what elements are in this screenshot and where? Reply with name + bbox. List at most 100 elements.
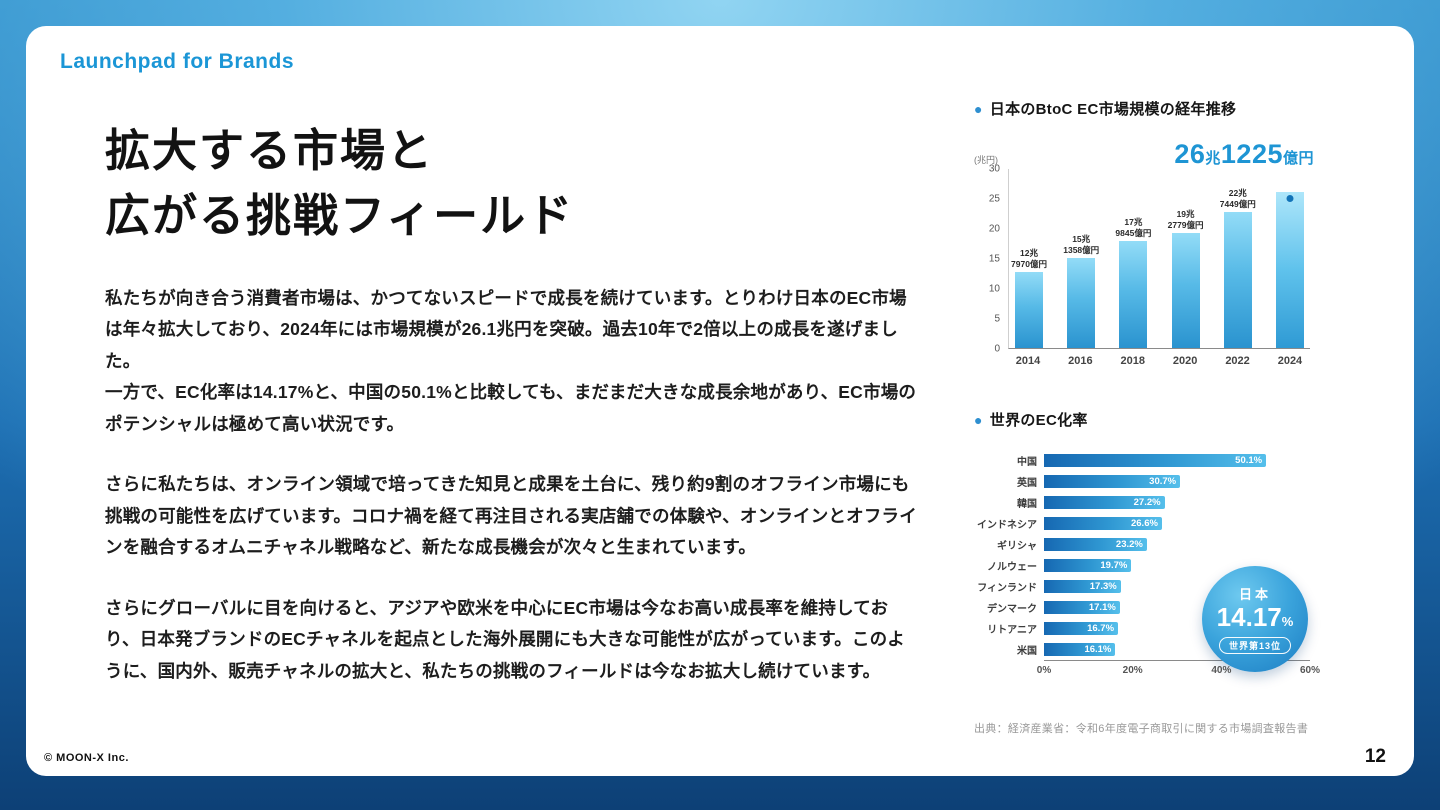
country-value: 26.6% — [1130, 518, 1158, 529]
country-row: 中国 50.1% — [974, 450, 1310, 471]
ec-market-chart-body: (兆円) 0 5 10 15 20 25 30 26兆1225億円 12兆 7970億円 15兆… — [974, 139, 1313, 367]
source-note: 出典：経済産業省：令和6年度電子商取引に関する市場調査報告書 — [974, 723, 1309, 735]
bar-value-line: 7970億円 — [1011, 258, 1047, 269]
bar-track: 19.7% — [1044, 559, 1310, 572]
bar — [1119, 240, 1148, 348]
x-category-label: 2022 — [1225, 355, 1250, 367]
highlight-dot — [1286, 195, 1294, 203]
y-tick-label: 30 — [988, 163, 1000, 175]
world-ec-chart-title: ● 世界のEC化率 — [974, 409, 1310, 430]
japan-badge-value: 14.17% — [1217, 602, 1294, 633]
country-row: ギリシャ 23.2% — [974, 534, 1310, 555]
bar-track: 23.2% — [1044, 538, 1310, 551]
country-label: ノルウェー — [987, 562, 1037, 573]
world-ec-chart: ● 世界のEC化率 日本 14.17% 世界第13位 中国 50.1% 英国 30.7… — [974, 409, 1320, 736]
bullet-icon: ● — [974, 100, 983, 117]
bar-value-line: 12兆 — [1020, 247, 1038, 258]
bar-track: 16.7% — [1044, 622, 1310, 635]
bar-value-line: 15兆 — [1072, 233, 1091, 244]
world-xticks: 0% 20% 40% 60% — [1037, 665, 1320, 680]
country-value: 23.2% — [1115, 539, 1143, 550]
bar-value-label: 22兆 7449億円 — [1220, 188, 1256, 210]
bar-value-line: 19兆 — [1176, 208, 1195, 219]
country-label: リトアニア — [987, 625, 1037, 636]
country-value: 17.1% — [1088, 602, 1116, 613]
bar-value-label: 12兆 7970億円 — [1011, 248, 1047, 270]
country-value: 16.1% — [1084, 644, 1112, 655]
country-row: 韓国 27.2% — [974, 492, 1310, 513]
x-category-label: 2020 — [1172, 355, 1198, 367]
body-paragraph: 私たちが向き合う消費者市場は、かつてないスピードで成長を続けています。とりわけ日… — [105, 287, 917, 434]
bar-value-label: 15兆 1358億円 — [1063, 234, 1099, 256]
ec-bars: 26兆1225億円 12兆 7970億円 15兆 1358億円 17兆 9845億円 19兆… — [1008, 139, 1313, 349]
country-bar: 50.1% — [1044, 454, 1267, 467]
slide-card: Launchpad for Brands 拡大する市場と 広がる挑戦フィールド … — [26, 26, 1414, 776]
bar-cell: 17兆 9845億円 — [1115, 169, 1151, 348]
main-content-column: 拡大する市場と 広がる挑戦フィールド 私たちが向き合う消費者市場は、かつてないス… — [105, 118, 920, 687]
body-paragraph: さらにグローバルに目を向けると、アジアや欧米を中心にEC市場は今なお高い成長率を… — [105, 597, 906, 681]
highlight-num-2: 1225 — [1220, 139, 1283, 169]
highlight-unit-2: 億円 — [1282, 150, 1314, 167]
japan-badge-label: 日本 — [1238, 587, 1271, 603]
country-label: フィンランド — [977, 583, 1037, 594]
bar-track: 17.3% — [1044, 580, 1310, 593]
bar-value-label: 17兆 9845億円 — [1115, 217, 1151, 239]
x-category-label: 2014 — [1015, 355, 1041, 367]
ec-market-chart-title: ● 日本のBtoC EC市場規模の経年推移 — [974, 98, 1310, 119]
bar-value-line: 7449億円 — [1219, 199, 1256, 210]
bar — [1223, 212, 1252, 348]
ec-yaxis: 0 5 10 15 20 25 30 — [974, 164, 1008, 355]
bar-value-label: 19兆 2779億円 — [1168, 209, 1204, 231]
ec-market-chart: ● 日本のBtoC EC市場規模の経年推移 (兆円) 0 5 10 15 20 25 30 … — [974, 98, 1313, 367]
x-category-label: 2016 — [1068, 355, 1093, 367]
country-value: 17.3% — [1089, 581, 1117, 592]
world-rows: 日本 14.17% 世界第13位 中国 50.1% 英国 30.7% 韓国 27.2% イン… — [974, 450, 1310, 672]
x-tick-label: 0% — [1036, 665, 1052, 676]
x-category-label: 2024 — [1277, 355, 1303, 367]
x-tick-label: 20% — [1122, 665, 1143, 676]
ec-market-chart-title-text: 日本のBtoC EC市場規模の経年推移 — [989, 101, 1237, 118]
y-tick-label: 10 — [988, 283, 1000, 295]
country-value: 50.1% — [1235, 455, 1263, 466]
japan-badge-unit: % — [1281, 614, 1294, 630]
country-bar: 30.7% — [1044, 475, 1181, 488]
page-title-line-1: 拡大する市場と — [105, 125, 435, 176]
bar — [1275, 192, 1304, 348]
highlight-unit-1: 兆 — [1205, 150, 1221, 167]
body-copy: 私たちが向き合う消費者市場は、かつてないスピードで成長を続けています。とりわけ日… — [105, 283, 920, 688]
country-label: インドネシア — [977, 520, 1037, 531]
country-row: フィンランド 17.3% — [974, 576, 1310, 597]
y-tick-label: 0 — [994, 343, 1000, 355]
country-value: 27.2% — [1133, 497, 1161, 508]
brand-logo-text: Launchpad for Brands — [60, 50, 295, 73]
bar-value-line: 22兆 — [1228, 188, 1247, 199]
country-row: 米国 16.1% — [974, 639, 1310, 660]
country-row: リトアニア 16.7% — [974, 618, 1310, 639]
country-value: 19.7% — [1100, 560, 1128, 571]
bar — [1171, 232, 1200, 348]
japan-badge: 日本 14.17% 世界第13位 — [1202, 566, 1308, 672]
bar-cell: 22兆 7449億円 — [1220, 169, 1256, 348]
japan-badge-rank: 世界第13位 — [1218, 636, 1291, 654]
bar-track: 17.1% — [1044, 601, 1310, 614]
country-row: インドネシア 26.6% — [974, 513, 1310, 534]
bar-cell — [1275, 169, 1305, 348]
country-label: 米国 — [1017, 646, 1037, 657]
y-tick-label: 20 — [988, 223, 1000, 235]
bar — [1015, 271, 1043, 348]
country-bar: 23.2% — [1044, 538, 1147, 551]
copyright: © MOON-X Inc. — [44, 752, 129, 764]
page-title-line-2: 広がる挑戦フィールド — [105, 190, 575, 242]
x-axis-line — [1044, 660, 1310, 661]
ec-categories: 2014 2016 2018 2020 2022 2024 — [1008, 355, 1310, 367]
country-bar: 26.6% — [1044, 517, 1162, 530]
bar-cell: 12兆 7970億円 — [1011, 169, 1047, 348]
country-value: 16.7% — [1087, 623, 1115, 634]
highlight-value-label: 26兆1225億円 — [1174, 139, 1314, 170]
country-label: 英国 — [1017, 478, 1037, 489]
page-title: 拡大する市場と 広がる挑戦フィールド — [105, 118, 920, 249]
bar-track: 50.1% — [1044, 454, 1310, 467]
bullet-icon: ● — [974, 411, 983, 428]
country-bar: 16.7% — [1044, 622, 1119, 635]
country-bar: 17.3% — [1044, 580, 1121, 593]
